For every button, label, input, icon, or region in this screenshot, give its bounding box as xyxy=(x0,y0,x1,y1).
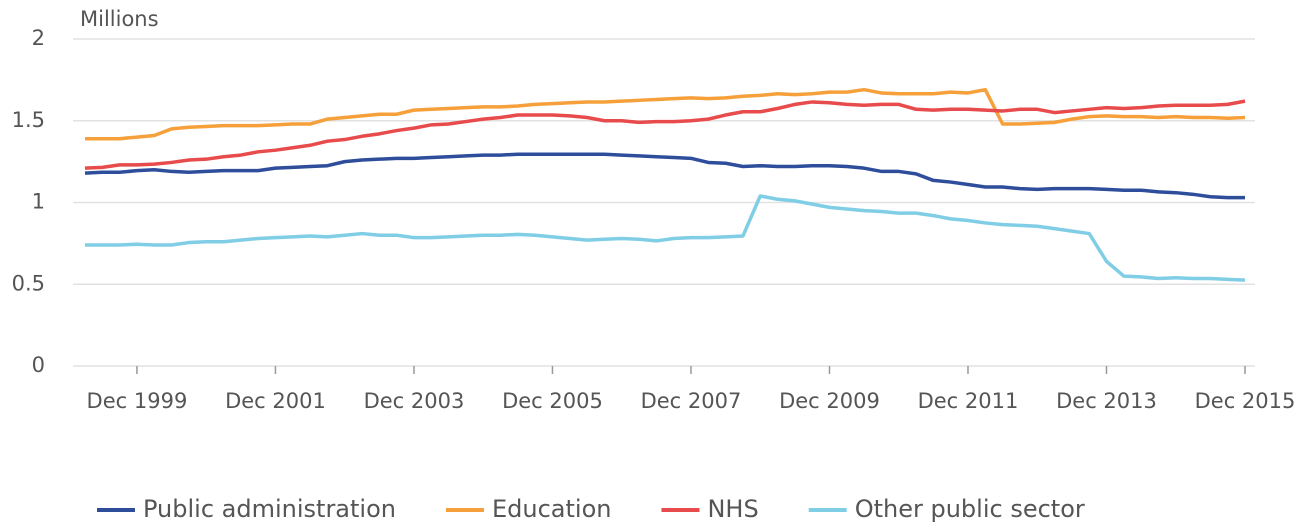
y-tick-label: 0.5 xyxy=(12,271,45,295)
legend-label: Other public sector xyxy=(855,495,1085,523)
series-line xyxy=(84,152,1245,200)
legend-label: Education xyxy=(492,495,611,523)
x-tick-label: Dec 2015 xyxy=(1195,389,1296,413)
legend-label: Public administration xyxy=(143,495,396,523)
series-line xyxy=(84,99,1246,170)
x-tick-label: Dec 2009 xyxy=(779,389,880,413)
y-tick-label: 0 xyxy=(32,353,45,377)
x-tick-label: Dec 2011 xyxy=(918,389,1019,413)
x-tick-label: Dec 2007 xyxy=(641,389,742,413)
legend-label: NHS xyxy=(707,495,758,523)
y-axis-label: Millions xyxy=(80,7,159,31)
x-tick-label: Dec 2013 xyxy=(1056,389,1157,413)
y-tick-label: 1 xyxy=(32,190,45,214)
y-tick-label: 1.5 xyxy=(12,108,45,132)
x-tick-label: Dec 2003 xyxy=(364,389,465,413)
x-tick-label: Dec 2001 xyxy=(225,389,326,413)
series-line xyxy=(85,194,1246,282)
series-line xyxy=(85,87,1246,141)
x-tick-label: Dec 1999 xyxy=(87,389,188,413)
y-tick-label: 2 xyxy=(32,26,45,50)
x-tick-label: Dec 2005 xyxy=(502,389,603,413)
